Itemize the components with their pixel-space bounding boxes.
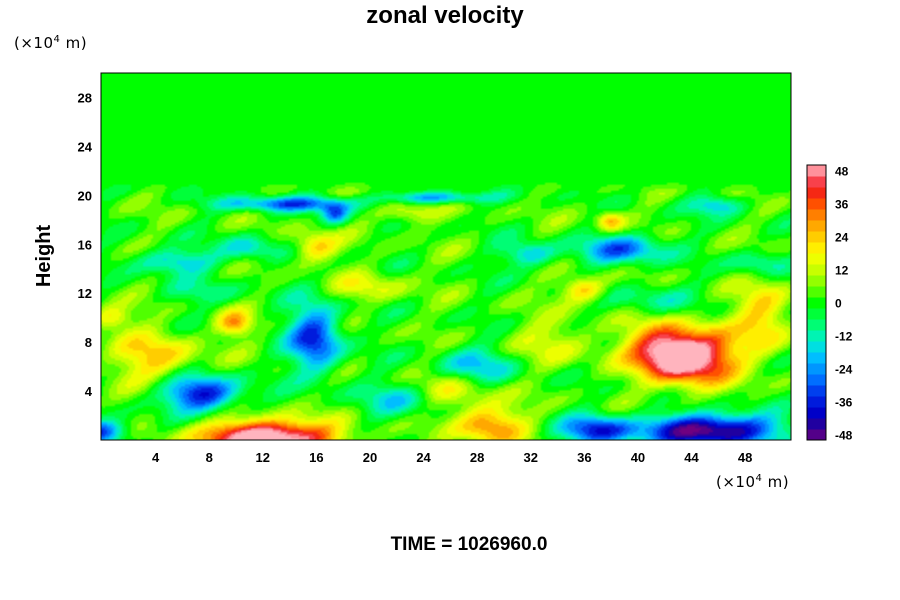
y-tick-label: 16 (78, 237, 92, 252)
x-tick-label: 44 (684, 450, 699, 465)
colorbar-tick-label: 0 (835, 297, 842, 311)
x-tick-label: 16 (309, 450, 323, 465)
y-tick-label: 28 (78, 90, 92, 105)
y-tick-label: 20 (78, 188, 92, 203)
x-tick-label: 28 (470, 450, 484, 465)
y-tick-label: 8 (85, 335, 92, 350)
colorbar-tick-label: -24 (835, 363, 853, 377)
colorbar-band (807, 308, 826, 320)
x-tick-label: 36 (577, 450, 591, 465)
y-axis-unit: (×104 m) (14, 34, 87, 52)
colorbar-band (807, 286, 826, 298)
colorbar-bands (807, 165, 826, 441)
x-tick-label: 40 (631, 450, 645, 465)
colorbar-band (807, 275, 826, 287)
colorbar-tick-labels: 48 36 24 12 0 -12 -24 -36 -48 (835, 165, 853, 443)
colorbar-band (807, 231, 826, 243)
colorbar-band (807, 374, 826, 386)
colorbar-band (807, 187, 826, 199)
x-unit-exponent: 4 (756, 473, 763, 484)
colorbar-band (807, 198, 826, 210)
colorbar-band (807, 253, 826, 265)
y-unit-prefix: (×10 (14, 34, 54, 52)
x-tick-label: 20 (363, 450, 377, 465)
colorbar-band (807, 330, 826, 342)
colorbar-band (807, 220, 826, 232)
x-tick-label: 48 (738, 450, 752, 465)
chart-title: zonal velocity (366, 2, 524, 29)
colorbar-tick-label: 48 (835, 165, 849, 179)
colorbar-tick-label: -48 (835, 429, 853, 443)
x-unit-prefix: (×10 (716, 473, 756, 491)
colorbar-band (807, 209, 826, 221)
colorbar-band (807, 176, 826, 188)
colorbar-frame (806, 164, 827, 441)
y-axis-label: Height (33, 225, 55, 288)
x-unit-suffix: m) (762, 473, 789, 491)
colorbar-tick-label: -36 (835, 396, 853, 410)
colorbar-tick-label: -12 (835, 330, 853, 344)
colorbar-band (807, 242, 826, 254)
y-tick-label: 24 (78, 139, 93, 154)
y-tick-label: 4 (85, 384, 93, 399)
colorbar-band (807, 319, 826, 331)
x-tick-label: 32 (524, 450, 538, 465)
y-tick-label: 12 (78, 286, 92, 301)
colorbar-band (807, 341, 826, 353)
x-tick-label: 8 (206, 450, 213, 465)
x-tick-label: 12 (256, 450, 270, 465)
colorbar-band (807, 264, 826, 276)
time-label: TIME = 1026960.0 (391, 534, 548, 555)
colorbar-band (807, 418, 826, 430)
plot-frame (100, 72, 792, 441)
colorbar-band (807, 352, 826, 364)
colorbar-band (807, 297, 826, 309)
colorbar-band (807, 396, 826, 408)
colorbar-band (807, 429, 826, 441)
y-tick-labels: 4 8 12 16 20 24 28 (78, 90, 93, 399)
colorbar-band (807, 165, 826, 177)
colorbar-band (807, 407, 826, 419)
x-tick-label: 4 (152, 450, 160, 465)
colorbar: 48 36 24 12 0 -12 -24 -36 -48 (806, 164, 853, 443)
colorbar-band (807, 385, 826, 397)
colorbar-band (807, 363, 826, 375)
x-tick-labels: 4 8 12 16 20 24 28 32 36 40 44 48 (152, 450, 752, 465)
x-axis-unit: (×104 m) (716, 473, 789, 491)
colorbar-tick-label: 12 (835, 264, 849, 278)
plot-area (100, 72, 792, 441)
colorbar-tick-label: 36 (835, 198, 849, 212)
heatmap-field (101, 73, 791, 440)
y-unit-suffix: m) (60, 34, 87, 52)
x-tick-label: 24 (416, 450, 431, 465)
y-unit-exponent: 4 (54, 34, 61, 45)
colorbar-tick-label: 24 (835, 231, 849, 245)
